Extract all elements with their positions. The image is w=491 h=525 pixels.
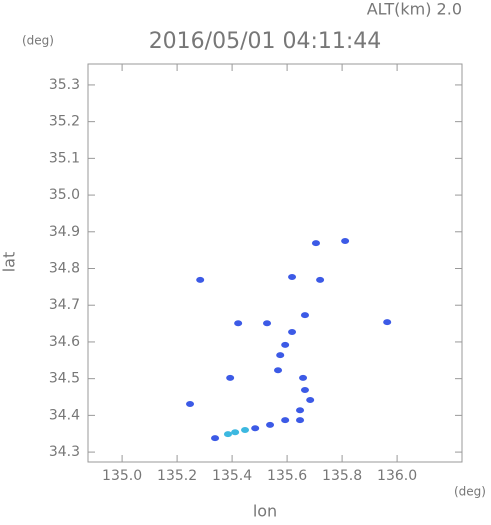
radar-echo <box>186 400 195 407</box>
y-tick-label: 34.9 <box>49 224 80 240</box>
radar-echo <box>276 352 285 359</box>
radar-echo <box>296 407 305 414</box>
y-tick-label: 34.3 <box>49 444 80 460</box>
radar-echo <box>223 431 232 438</box>
radar-echo <box>341 237 350 244</box>
y-tick-label: 35.2 <box>49 114 80 130</box>
y-tick-label: 35.3 <box>49 77 80 93</box>
y-tick-label: 34.7 <box>49 297 80 313</box>
radar-echo <box>241 427 250 434</box>
radar-echo <box>263 320 272 327</box>
radar-echo <box>288 329 297 336</box>
y-axis-label: lat <box>0 252 19 273</box>
x-tick-label: 135.6 <box>267 468 307 484</box>
y-unit: (deg) <box>22 34 54 48</box>
radar-echo <box>311 240 320 247</box>
radar-echo <box>274 367 283 374</box>
y-tick-label: 35.0 <box>49 187 80 203</box>
radar-echo <box>211 435 220 442</box>
subtitle: ALT(km) 2.0 <box>367 0 462 19</box>
radar-echo <box>383 319 392 326</box>
chart-title: 2016/05/01 04:11:44 <box>149 29 382 54</box>
plot-frame <box>87 63 463 463</box>
x-tick-label: 135.8 <box>322 468 362 484</box>
radar-echo <box>266 421 275 428</box>
radar-echo <box>281 341 290 348</box>
x-tick-label: 135.4 <box>212 468 252 484</box>
x-axis-label: lon <box>253 502 277 521</box>
x-tick-label: 136.0 <box>377 468 417 484</box>
radar-echo <box>306 396 315 403</box>
radar-echo <box>316 276 325 283</box>
radar-echo <box>196 276 205 283</box>
radar-echo <box>251 425 260 432</box>
radar-echo <box>234 320 243 327</box>
x-tick-label: 135.0 <box>102 468 142 484</box>
radar-echo <box>288 273 297 280</box>
y-tick-label: 34.4 <box>49 407 80 423</box>
radar-echo <box>299 374 308 381</box>
radar-echo <box>300 387 309 394</box>
radar-echo <box>226 374 235 381</box>
y-tick-label: 34.5 <box>49 371 80 387</box>
radar-echo <box>231 429 240 436</box>
y-tick-label: 34.8 <box>49 261 80 277</box>
radar-echo <box>296 417 305 424</box>
y-tick-label: 35.1 <box>49 150 80 166</box>
radar-echo <box>300 312 309 319</box>
x-tick-label: 135.2 <box>157 468 197 484</box>
x-unit: (deg) <box>454 485 486 499</box>
y-tick-label: 34.6 <box>49 334 80 350</box>
radar-echo <box>281 417 290 424</box>
